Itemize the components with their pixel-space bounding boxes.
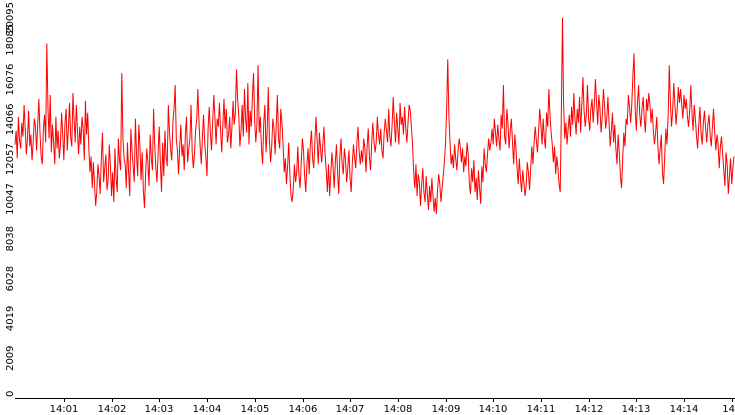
x-tick-label: 14:14 xyxy=(670,404,699,415)
x-tick-label: 14:04 xyxy=(193,404,222,415)
x-tick-label: 14:08 xyxy=(384,404,413,415)
y-tick-label: 12057 xyxy=(5,143,16,175)
x-tick-label: 14:01 xyxy=(50,404,79,415)
y-tick-label: 6028 xyxy=(5,266,16,291)
x-tick-label: 14:09 xyxy=(432,404,461,415)
x-tick-label: 14:02 xyxy=(98,404,127,415)
y-tick-label: 0 xyxy=(5,391,16,397)
x-tick-label: 14:07 xyxy=(336,404,365,415)
x-tick-label: 14:13 xyxy=(622,404,651,415)
x-tick-label: 14 xyxy=(722,404,735,415)
y-axis-ticks: 0 2009 4019 6028 8038 10047 12057 14066 16076 180… xyxy=(5,2,16,397)
y-tick-label: 20095 xyxy=(5,2,16,34)
y-tick-label: 8038 xyxy=(5,226,16,251)
x-tick-label: 14:11 xyxy=(527,404,556,415)
x-tick-label: 14:12 xyxy=(575,404,604,415)
y-tick-label: 4019 xyxy=(5,306,16,331)
x-axis-ticks: 14:01 14:02 14:03 14:04 14:05 14:06 14:07 14:08… xyxy=(50,398,735,415)
x-tick-label: 14:10 xyxy=(479,404,508,415)
y-tick-label: 2009 xyxy=(5,345,16,370)
series-line xyxy=(14,17,735,214)
y-tick-label: 14066 xyxy=(5,103,16,135)
y-tick-label: 16076 xyxy=(5,64,16,96)
y-tick-label: 18085 xyxy=(5,24,16,56)
x-tick-label: 14:06 xyxy=(289,404,318,415)
y-tick-label: 10047 xyxy=(5,183,16,215)
x-tick-label: 14:05 xyxy=(241,404,270,415)
x-tick-label: 14:03 xyxy=(145,404,174,415)
